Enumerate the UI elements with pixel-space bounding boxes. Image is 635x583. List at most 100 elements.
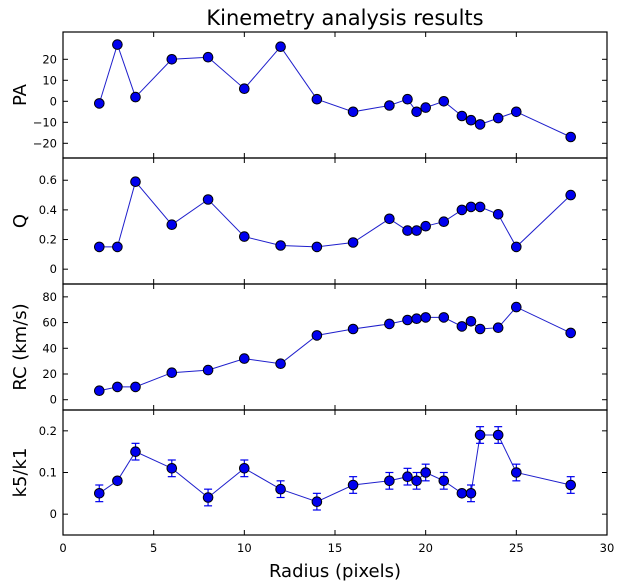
data-point (492, 322, 504, 334)
y-axis-label: PA (10, 83, 31, 106)
x-tick-label: 5 (150, 541, 157, 555)
data-point (474, 201, 486, 213)
data-point (112, 381, 123, 393)
data-point (94, 241, 105, 253)
series-line (99, 306, 571, 392)
data-point (511, 106, 522, 118)
y-tick-label: 20 (42, 52, 57, 66)
data-point (311, 241, 323, 253)
chart-title: Kinemetry analysis results (206, 6, 483, 30)
data-point (275, 41, 286, 53)
y-tick-label: −20 (33, 136, 57, 150)
data-point (492, 112, 504, 124)
data-point (411, 106, 422, 118)
y-tick-label: 10 (42, 73, 57, 87)
data-point (94, 98, 105, 109)
data-point (565, 327, 577, 339)
data-point (420, 102, 432, 113)
y-axis-label: k5/k1 (10, 448, 31, 498)
y-tick-label: 60 (42, 316, 57, 330)
data-point (438, 216, 450, 227)
data-point (347, 237, 359, 248)
y-tick-label: 0.6 (39, 173, 57, 187)
y-tick-label: 0.1 (39, 466, 57, 480)
data-point (347, 106, 359, 118)
data-point (311, 330, 323, 341)
data-point (411, 313, 422, 325)
data-point (166, 219, 178, 230)
y-tick-label: 0 (50, 507, 57, 521)
data-point (384, 100, 395, 111)
y-tick-label: 0 (50, 94, 57, 108)
data-point (565, 479, 577, 491)
data-point (420, 220, 432, 232)
data-point (202, 364, 214, 376)
x-tick-label: 15 (328, 541, 343, 555)
y-tick-label: 0.2 (39, 424, 57, 438)
data-point (402, 471, 413, 483)
data-point (465, 201, 477, 213)
data-point (438, 96, 450, 107)
x-axis-label: Radius (pixels) (269, 561, 401, 582)
y-tick-label: 20 (42, 367, 57, 381)
data-point (202, 492, 214, 503)
y-tick-label: 0.2 (39, 233, 57, 247)
data-point (239, 353, 250, 364)
data-point (465, 488, 477, 499)
data-point (112, 241, 123, 253)
panel-frame (62, 31, 608, 159)
panel-frame (62, 409, 608, 536)
data-point (166, 367, 178, 379)
data-point (239, 463, 250, 474)
data-point (130, 176, 141, 187)
data-point (275, 240, 286, 251)
y-tick-label: 0 (50, 262, 57, 276)
data-point (420, 312, 432, 323)
data-point (474, 119, 486, 130)
series-line (99, 434, 571, 503)
data-point (456, 321, 468, 332)
data-point (402, 93, 413, 105)
data-point (239, 83, 250, 94)
data-point (112, 39, 123, 50)
data-point (492, 429, 504, 441)
data-point (130, 91, 141, 103)
data-point (438, 475, 450, 487)
x-tick-label: 0 (59, 541, 66, 555)
data-point (411, 225, 422, 236)
data-point (420, 467, 432, 478)
y-tick-label: 80 (42, 290, 57, 304)
data-point (94, 385, 105, 397)
x-tick-label: 30 (600, 541, 615, 555)
data-point (311, 496, 323, 508)
data-point (411, 475, 422, 487)
y-tick-label: 0.4 (39, 203, 57, 217)
data-point (438, 312, 450, 323)
data-point (511, 301, 522, 313)
data-point (456, 488, 468, 499)
y-tick-label: −10 (33, 115, 57, 129)
data-point (275, 483, 286, 495)
data-point (474, 429, 486, 441)
data-point (94, 488, 105, 499)
y-tick-label: 0 (50, 393, 57, 407)
data-point (511, 241, 522, 253)
panel-frame (62, 157, 608, 285)
x-tick-label: 10 (237, 541, 252, 555)
data-point (456, 204, 468, 216)
data-point (565, 131, 577, 143)
data-point (384, 318, 395, 330)
data-point (347, 479, 359, 491)
data-point (275, 358, 286, 370)
y-axis-label: RC (km/s) (10, 303, 31, 390)
data-point (384, 213, 395, 225)
data-point (565, 189, 577, 201)
data-point (474, 323, 486, 335)
data-point (511, 467, 522, 478)
y-tick-label: 40 (42, 341, 57, 355)
data-point (130, 381, 141, 393)
x-tick-label: 25 (509, 541, 524, 555)
data-point (311, 93, 323, 105)
x-tick-label: 20 (418, 541, 433, 555)
